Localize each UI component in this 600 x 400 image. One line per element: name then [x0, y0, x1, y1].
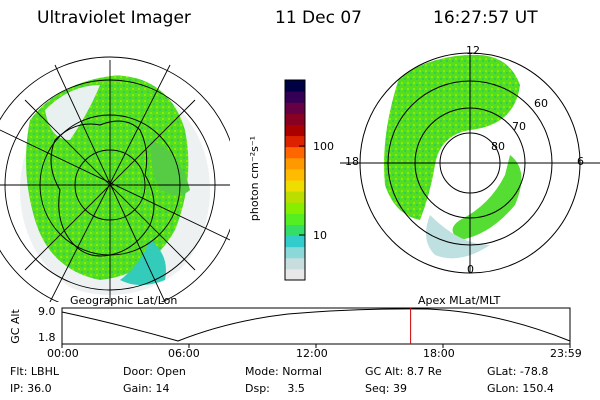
altitude-strip — [61, 307, 571, 348]
status-ip: IP: 36.0 — [10, 382, 52, 395]
time-tick-0: 00:00 — [47, 347, 79, 360]
colorbar-cell — [285, 202, 305, 214]
colorbar-cell — [285, 257, 305, 270]
status-glat-value: -78.8 — [519, 365, 549, 378]
mlt-label-18: 18 — [345, 155, 359, 168]
colorbar-cell — [285, 102, 305, 114]
observation-date: 11 Dec 07 — [275, 8, 362, 28]
altitude-curve — [61, 308, 571, 342]
altitude-tick-low: 1.8 — [38, 331, 56, 344]
colorbar-cell — [285, 91, 305, 103]
mlt-label-6: 6 — [577, 155, 584, 168]
colorbar-unit-label: photon cm⁻²s⁻¹ — [248, 135, 262, 222]
status-gain-value: 14 — [155, 382, 170, 395]
colorbar-cell — [285, 146, 305, 159]
mlat-label-70: 70 — [512, 120, 526, 133]
time-tick-2: 12:00 — [296, 347, 328, 360]
colorbar-cell — [285, 213, 305, 225]
status-glat: GLat: -78.8 — [487, 365, 549, 378]
colorbar-cell — [285, 124, 305, 137]
mlt-label-0: 0 — [467, 263, 474, 276]
mlat-mlt-caption: Apex MLat/MLT — [418, 294, 501, 307]
status-dsp: Dsp: 3.5 — [245, 382, 305, 395]
status-ip-value: 36.0 — [27, 382, 52, 395]
status-gc-alt-value: 8.7 Re — [406, 365, 442, 378]
status-seq-value: 39 — [392, 382, 407, 395]
status-glon-value: 150.4 — [522, 382, 554, 395]
geographic-caption: Geographic Lat/Lon — [70, 294, 178, 307]
colorbar-cell — [285, 235, 305, 248]
status-gain: Gain: 14 — [123, 382, 170, 395]
colorbar-label-10: 10 — [313, 229, 327, 242]
colorbar-cell — [285, 224, 305, 237]
colorbar-label-100: 100 — [313, 140, 334, 153]
instrument-title: Ultraviolet Imager — [37, 8, 191, 28]
altitude-axis-label: GC Alt — [8, 309, 22, 344]
colorbar — [284, 79, 306, 281]
colorbar-cell — [285, 191, 305, 203]
mlat-mlt-plot — [340, 52, 600, 274]
status-glon: GLon: 150.4 — [487, 382, 554, 395]
status-mode: Mode: Normal — [245, 365, 322, 378]
time-tick-1: 06:00 — [168, 347, 200, 360]
mlt-label-12: 12 — [466, 44, 480, 57]
status-filter: Flt: LBHL — [10, 365, 59, 378]
time-tick-3: 18:00 — [423, 347, 455, 360]
colorbar-cell — [285, 180, 305, 192]
colorbar-cell — [285, 80, 305, 92]
colorbar-cell — [285, 157, 305, 170]
colorbar-cell — [285, 268, 305, 281]
colorbar-cell — [285, 168, 305, 181]
time-tick-4: 23:59 — [550, 347, 582, 360]
altitude-tick-high: 9.0 — [38, 305, 56, 318]
colorbar-cell — [285, 246, 305, 259]
mlat-label-80: 80 — [491, 140, 505, 153]
status-door-value: Open — [156, 365, 186, 378]
status-filter-value: LBHL — [30, 365, 59, 378]
colorbar-cell — [285, 135, 305, 148]
status-seq: Seq: 39 — [365, 382, 407, 395]
status-dsp-value: 3.5 — [287, 382, 305, 395]
mlat-label-60: 60 — [534, 97, 548, 110]
geographic-image — [0, 56, 230, 302]
colorbar-cell — [285, 113, 305, 125]
status-mode-value: Normal — [282, 365, 322, 378]
status-door: Door: Open — [123, 365, 186, 378]
status-gc-alt: GC Alt: 8.7 Re — [365, 365, 442, 378]
observation-time: 16:27:57 UT — [433, 8, 538, 28]
